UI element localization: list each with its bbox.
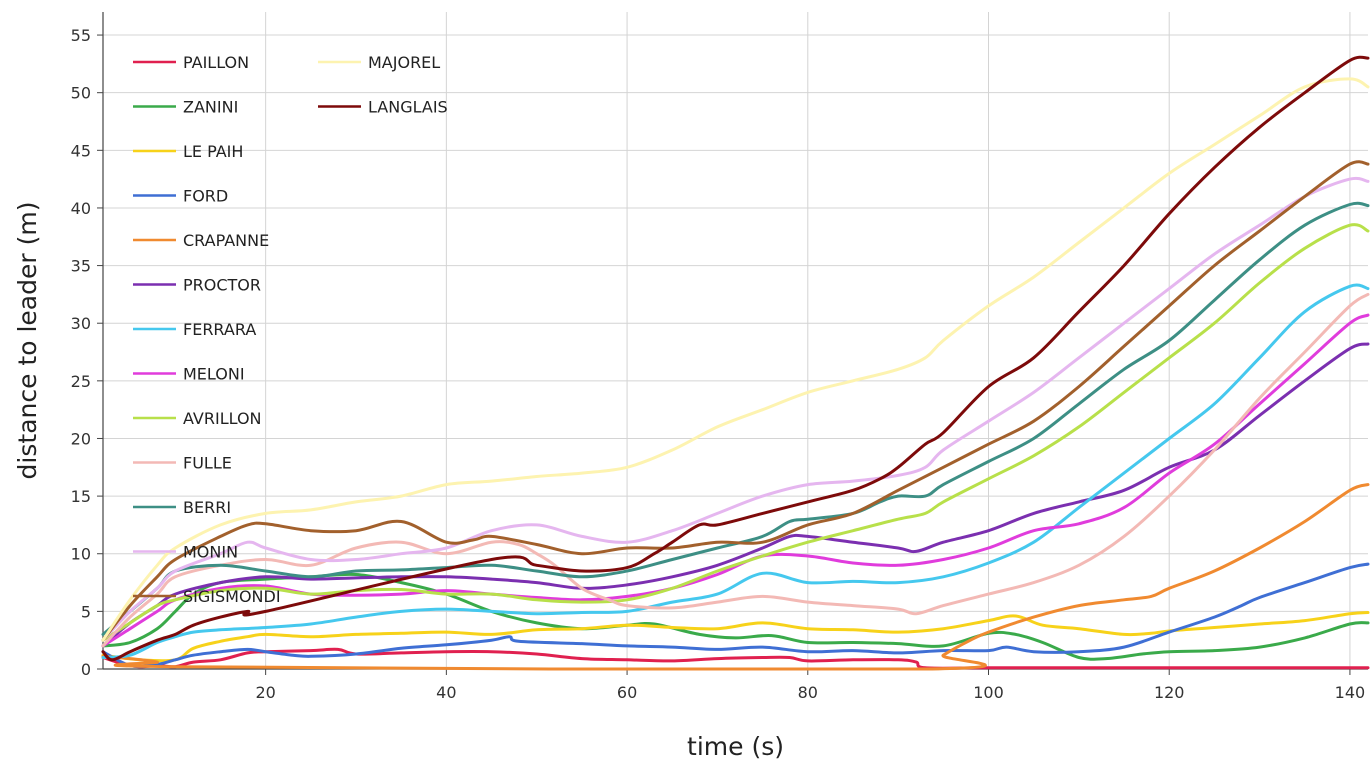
- series-line-ford: [101, 562, 1370, 668]
- legend-label: ZANINI: [183, 98, 238, 117]
- series-line-zanini: [101, 572, 1370, 661]
- x-tick-label: 80: [798, 683, 818, 702]
- legend-label: CRAPANNE: [183, 231, 269, 250]
- legend-label: PROCTOR: [183, 276, 261, 295]
- x-tick-label: 120: [1154, 683, 1185, 702]
- series-line-crapanne: [101, 483, 1370, 672]
- y-tick-label: 30: [71, 314, 91, 333]
- series-line-monin: [101, 176, 1370, 642]
- x-tick-label: 140: [1335, 683, 1366, 702]
- legend-label: SIGISMONDI: [183, 587, 281, 606]
- y-tick-label: 0: [81, 660, 91, 679]
- x-tick-label: 40: [436, 683, 456, 702]
- legend: PAILLON ZANINI LE PAIH FORD CRAPANNE PROCTOR F…: [133, 53, 448, 606]
- series-line-sigismondi: [101, 160, 1370, 642]
- y-tick-label: 25: [71, 372, 91, 391]
- y-tick-label: 15: [71, 487, 91, 506]
- x-tick-label: 60: [617, 683, 637, 702]
- series-line-majorel: [101, 77, 1370, 642]
- series-line-proctor: [101, 342, 1370, 648]
- series-line-berri: [101, 201, 1370, 636]
- series-line-meloni: [101, 313, 1370, 648]
- series-line-ferrara: [101, 283, 1370, 659]
- y-tick-label: 45: [71, 141, 91, 160]
- legend-label: MONIN: [183, 543, 238, 562]
- legend-label: LANGLAIS: [368, 98, 448, 117]
- x-tick-label: 20: [255, 683, 275, 702]
- y-axis-title: distance to leader (m): [13, 202, 42, 480]
- y-tick-label: 10: [71, 545, 91, 564]
- legend-label: FERRARA: [183, 320, 256, 339]
- y-tick-label: 55: [71, 26, 91, 45]
- grid: [103, 12, 1368, 670]
- legend-label: PAILLON: [183, 53, 249, 72]
- series-line-langlais: [101, 55, 1370, 662]
- legend-label: FULLE: [183, 454, 232, 473]
- y-tick-label: 40: [71, 199, 91, 218]
- legend-label: MAJOREL: [368, 53, 440, 72]
- y-tick-label: 20: [71, 429, 91, 448]
- y-tick-label: 5: [81, 602, 91, 621]
- legend-label: AVRILLON: [183, 409, 262, 428]
- series-line-le-paih: [101, 611, 1370, 663]
- series-line-fulle: [101, 292, 1370, 648]
- legend-label: BERRI: [183, 498, 231, 517]
- legend-label: LE PAIH: [183, 142, 243, 161]
- legend-label: FORD: [183, 187, 228, 206]
- y-tick-label: 35: [71, 257, 91, 276]
- x-tick-label: 100: [973, 683, 1004, 702]
- series-layer: [101, 55, 1370, 672]
- series-line-avrillon: [101, 223, 1370, 642]
- x-axis-title: time (s): [687, 732, 784, 761]
- y-tick-label: 50: [71, 84, 91, 103]
- legend-label: MELONI: [183, 365, 245, 384]
